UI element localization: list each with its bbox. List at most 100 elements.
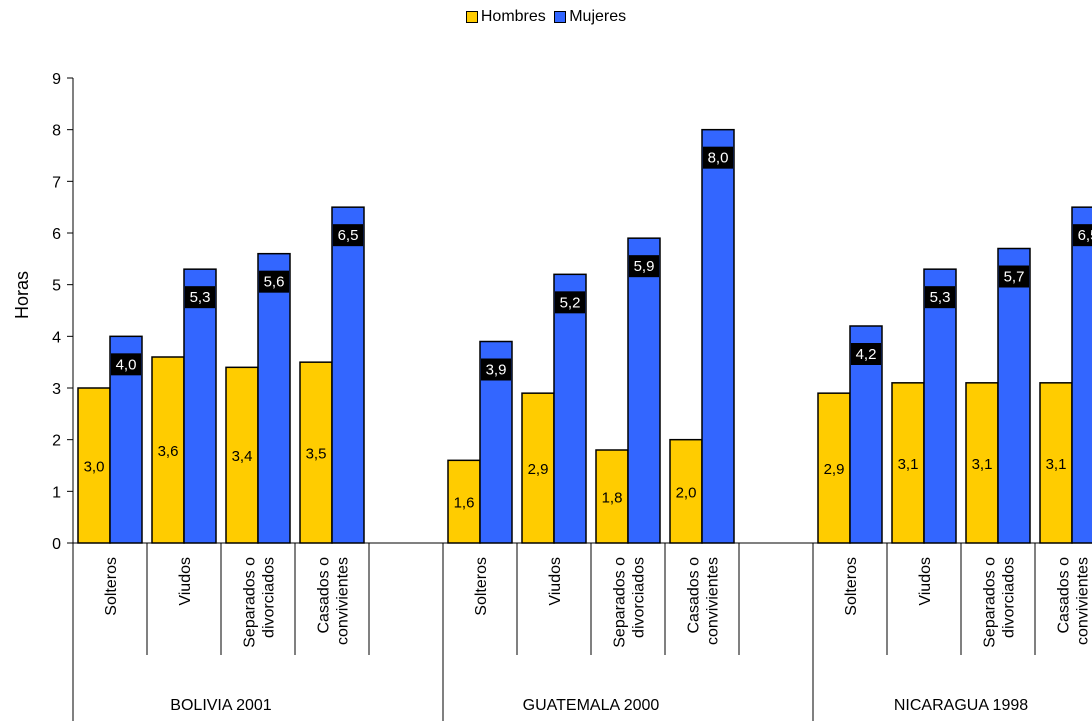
bar-mujeres-nicaragua-1998-casados-o-convivientes [1071, 206, 1092, 544]
category-label: Solteros [103, 557, 120, 616]
bar-hombres-nicaragua-1998-viudos [891, 382, 925, 544]
data-label-mujeres: 6,5 [1078, 227, 1092, 244]
data-label-box-mujeres [629, 255, 659, 278]
category-label-line: Casados o [686, 557, 703, 634]
data-label-hombres: 2,9 [824, 461, 845, 478]
data-label-mujeres: 8,0 [708, 150, 729, 167]
y-tick-label: 7 [52, 174, 61, 191]
category-label: Viudos [547, 557, 564, 606]
category-label: Viudos [177, 557, 194, 606]
data-label-mujeres: 5,2 [560, 294, 581, 311]
bar-hombres-bolivia-2001-viudos [151, 356, 185, 544]
bar-hombres-nicaragua-1998-separados-o-divorciados [965, 382, 999, 544]
data-label-mujeres: 5,3 [930, 289, 951, 306]
data-label-hombres: 1,6 [454, 495, 475, 512]
y-tick-label: 2 [52, 433, 61, 450]
group-label-bolivia-2001: BOLIVIA 2001 [170, 697, 272, 714]
data-label-hombres: 3,1 [1046, 456, 1067, 473]
bar-hombres-bolivia-2001-casados-o-convivientes [299, 361, 333, 544]
category-label-line: Solteros [103, 557, 120, 616]
data-label-hombres: 3,1 [972, 456, 993, 473]
data-label-box-mujeres [703, 146, 733, 169]
category-label-line: Casados o [1056, 557, 1073, 634]
data-label-mujeres: 5,3 [190, 289, 211, 306]
data-label-box-mujeres [185, 286, 215, 309]
data-label-box-mujeres [555, 291, 585, 314]
category-label: Casados o convivientes [686, 557, 722, 645]
y-tick-label: 9 [52, 71, 61, 88]
category-label: Separados o divorciados [612, 557, 648, 648]
legend-swatch-hombres [465, 11, 478, 23]
category-label-line: Solteros [843, 557, 860, 616]
category-label-line: Separados o [612, 557, 629, 648]
category-label: Solteros [843, 557, 860, 616]
bar-hombres-guatemala-2000-separados-o-divorciados [595, 449, 629, 544]
category-label: Separados o divorciados [242, 557, 278, 648]
bar-mujeres-guatemala-2000-separados-o-divorciados [627, 237, 661, 544]
category-label: Separados o divorciados [982, 557, 1018, 648]
category-label-line: convivientes [1075, 557, 1092, 645]
legend-item-mujeres: Mujeres [554, 8, 626, 26]
group-label-nicaragua-1998: NICARAGUA 1998 [894, 697, 1028, 714]
bar-hombres-bolivia-2001-separados-o-divorciados [225, 366, 259, 544]
category-label: Solteros [473, 557, 490, 616]
data-label-box-mujeres [259, 270, 289, 293]
bar-mujeres-bolivia-2001-separados-o-divorciados [257, 252, 291, 544]
y-tick-label: 8 [52, 123, 61, 140]
data-label-box-mujeres [1073, 224, 1092, 247]
bar-mujeres-guatemala-2000-viudos [553, 273, 587, 544]
legend-item-hombres: Hombres [465, 8, 546, 26]
category-label-line: Viudos [547, 557, 564, 606]
data-label-hombres: 3,1 [898, 456, 919, 473]
data-label-hombres: 2,9 [528, 461, 549, 478]
bar-hombres-guatemala-2000-casados-o-convivientes [669, 438, 703, 544]
bar-hombres-nicaragua-1998-solteros [817, 392, 851, 544]
y-tick-label: 0 [52, 536, 61, 553]
bar-mujeres-bolivia-2001-casados-o-convivientes [331, 206, 365, 544]
data-label-mujeres: 5,9 [634, 258, 655, 275]
data-label-hombres: 1,8 [602, 490, 623, 507]
category-label-line: Separados o [982, 557, 999, 648]
data-label-hombres: 3,5 [306, 446, 327, 463]
legend-label-mujeres: Mujeres [569, 8, 627, 25]
data-label-mujeres: 5,6 [264, 274, 285, 291]
category-label: Casados o convivientes [1056, 557, 1092, 645]
data-label-hombres: 3,6 [158, 443, 179, 460]
category-label-line: Viudos [177, 557, 194, 606]
bar-hombres-nicaragua-1998-casados-o-convivientes [1039, 382, 1073, 544]
category-label-line: convivientes [335, 557, 352, 645]
data-label-hombres: 3,0 [84, 459, 105, 476]
y-tick-label: 5 [52, 278, 61, 295]
legend-swatch-mujeres [554, 11, 567, 23]
data-label-hombres: 3,4 [232, 448, 253, 465]
data-label-mujeres: 6,5 [338, 227, 359, 244]
data-label-hombres: 2,0 [676, 484, 697, 501]
data-label-mujeres: 4,0 [116, 356, 137, 373]
data-label-box-mujeres [851, 343, 881, 365]
bar-hombres-guatemala-2000-solteros [447, 459, 481, 544]
data-label-box-mujeres [925, 286, 955, 309]
bar-mujeres-nicaragua-1998-viudos [923, 268, 957, 544]
data-label-box-mujeres [481, 358, 511, 381]
data-label-box-mujeres [999, 265, 1029, 288]
category-label: Viudos [917, 557, 934, 606]
y-tick-label: 3 [52, 381, 61, 398]
category-label-line: divorciados [631, 557, 648, 638]
data-label-box-mujeres [111, 353, 141, 376]
category-label: Casados o convivientes [316, 557, 352, 645]
y-axis-title: Horas [12, 271, 32, 319]
y-tick-label: 6 [52, 226, 61, 243]
legend-label-hombres: Hombres [480, 8, 546, 25]
category-label-line: convivientes [705, 557, 722, 645]
bar-hombres-guatemala-2000-viudos [521, 392, 555, 544]
category-label-line: Solteros [473, 557, 490, 616]
category-label-line: divorciados [1001, 557, 1018, 638]
bar-mujeres-nicaragua-1998-separados-o-divorciados [997, 247, 1031, 544]
category-label-line: Casados o [316, 557, 333, 634]
category-label-line: divorciados [261, 557, 278, 638]
data-label-mujeres: 4,2 [856, 346, 877, 363]
bar-mujeres-bolivia-2001-viudos [183, 268, 217, 544]
data-label-mujeres: 3,9 [486, 362, 507, 379]
y-tick-label: 1 [52, 484, 61, 501]
